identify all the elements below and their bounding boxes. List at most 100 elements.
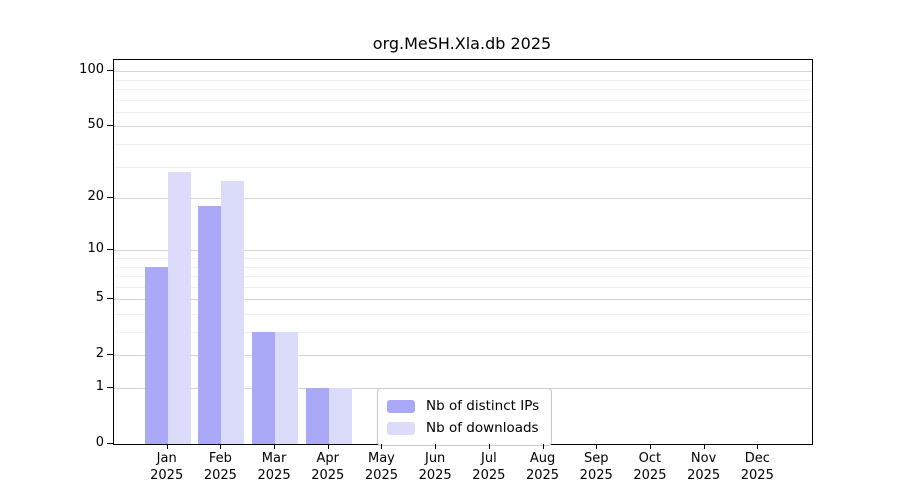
x-axis-tick-label: May 2025 — [341, 450, 421, 484]
gridline-minor — [114, 332, 812, 333]
bar-distinct-ips — [305, 388, 329, 444]
y-axis-tick — [107, 197, 113, 199]
x-axis-month-label: May — [368, 451, 395, 466]
gridline-minor — [114, 276, 812, 278]
y-axis-tick — [107, 387, 113, 388]
chart-title: org.MeSH.Xla.db 2025 — [372, 34, 552, 53]
y-axis-tick-label: 0 — [95, 435, 104, 450]
x-axis-month-label: Dec — [744, 451, 770, 466]
x-axis-year-label: 2025 — [633, 468, 667, 483]
gridline-major — [114, 250, 812, 252]
legend-label: Nb of distinct IPs — [426, 398, 540, 414]
x-axis-tick — [596, 444, 598, 449]
x-axis-tick-label: Mar 2025 — [234, 450, 314, 484]
gridline-major — [114, 126, 812, 128]
x-axis-tick — [542, 444, 544, 449]
x-axis-month-label: Apr — [316, 451, 340, 466]
x-axis-tick-label: Jan 2025 — [127, 450, 207, 484]
x-axis-tick-label: Sep 2025 — [556, 450, 636, 484]
gridline-major — [114, 198, 812, 200]
x-axis-month-label: Jul — [481, 451, 497, 466]
x-axis-month-label: Sep — [583, 451, 609, 466]
x-axis-year-label: 2025 — [579, 468, 613, 483]
x-axis-month-label: Oct — [638, 451, 662, 466]
legend-item-distinct-ips: Nb of distinct IPs — [387, 395, 539, 417]
gridline-minor — [114, 286, 812, 288]
y-axis-tick — [107, 443, 113, 444]
gridline-minor — [114, 89, 812, 90]
y-axis-tick-label: 50 — [87, 117, 104, 133]
y-axis-tick — [107, 249, 113, 251]
y-axis-tick-label: 100 — [79, 62, 104, 78]
x-axis-tick — [649, 444, 651, 449]
y-axis-tick-label: 5 — [95, 290, 104, 306]
x-axis-year-label: 2025 — [150, 468, 184, 483]
bar-distinct-ips — [252, 332, 276, 444]
x-axis-tick-label: Nov 2025 — [664, 450, 744, 484]
gridline-minor — [114, 111, 812, 113]
x-axis-year-label: 2025 — [472, 468, 506, 483]
y-axis-tick — [107, 298, 113, 300]
x-axis-month-label: Jun — [424, 451, 446, 466]
x-axis-tick-label: Apr 2025 — [288, 450, 368, 484]
legend-label: Nb of downloads — [426, 420, 539, 436]
x-axis-tick-label: Jul 2025 — [449, 450, 529, 484]
x-axis-tick-label: Oct 2025 — [610, 450, 690, 484]
y-axis-tick-label: 1 — [95, 379, 104, 394]
x-axis-tick — [488, 444, 490, 449]
x-axis-year-label: 2025 — [687, 468, 721, 483]
x-axis-month-label: Nov — [690, 451, 717, 466]
x-axis-tick — [435, 444, 437, 449]
x-axis-tick-label: Jun 2025 — [395, 450, 475, 484]
x-axis-tick — [703, 444, 705, 449]
gridline-minor — [114, 79, 812, 81]
legend-swatch-distinct-ips — [387, 399, 415, 413]
y-axis-tick — [107, 70, 113, 72]
x-axis-tick-label: Feb 2025 — [180, 450, 260, 484]
y-axis-tick-label: 2 — [95, 346, 104, 362]
gridline-major — [114, 71, 812, 73]
gridline-minor — [114, 266, 812, 268]
x-axis-tick — [220, 444, 222, 449]
y-axis-tick — [107, 125, 113, 127]
x-axis-tick-label: Aug 2025 — [503, 450, 583, 484]
x-axis-month-label: Aug — [529, 451, 556, 466]
x-axis-year-label: 2025 — [525, 468, 560, 483]
x-axis-year-label: 2025 — [418, 468, 452, 483]
gridline-minor — [114, 144, 812, 145]
gridline-minor — [114, 313, 812, 315]
x-axis-year-label: 2025 — [203, 468, 237, 483]
plot-area — [113, 59, 813, 445]
x-axis-month-label: Mar — [261, 451, 287, 466]
legend-item-downloads: Nb of downloads — [387, 417, 539, 439]
bar-downloads — [275, 332, 299, 444]
gridline-major — [114, 299, 812, 301]
x-axis-tick — [327, 444, 329, 449]
bar-downloads — [167, 172, 191, 444]
gridline-major — [114, 355, 812, 357]
x-axis-tick — [757, 444, 759, 449]
x-axis-year-label: 2025 — [311, 468, 345, 483]
gridline-minor — [114, 257, 812, 259]
bar-distinct-ips — [198, 206, 222, 444]
x-axis-tick — [381, 444, 383, 449]
bar-distinct-ips — [144, 266, 168, 444]
y-axis-tick-label: 10 — [87, 241, 104, 257]
y-axis-tick — [107, 354, 113, 356]
x-axis-year-label: 2025 — [740, 468, 774, 483]
legend: Nb of distinct IPs Nb of downloads — [377, 388, 553, 446]
x-axis-tick — [166, 444, 168, 449]
x-axis-year-label: 2025 — [257, 468, 291, 483]
bar-downloads — [221, 180, 245, 444]
y-axis-tick-label: 20 — [87, 189, 104, 205]
x-axis-month-label: Jan — [156, 451, 177, 466]
x-axis-month-label: Feb — [208, 451, 232, 466]
legend-swatch-downloads — [387, 421, 415, 435]
x-axis-tick-label: Dec 2025 — [717, 450, 797, 484]
gridline-minor — [114, 166, 812, 168]
gridline-minor — [114, 99, 812, 101]
bar-downloads — [328, 388, 352, 444]
x-axis-year-label: 2025 — [364, 468, 398, 483]
x-axis-tick — [274, 444, 276, 449]
